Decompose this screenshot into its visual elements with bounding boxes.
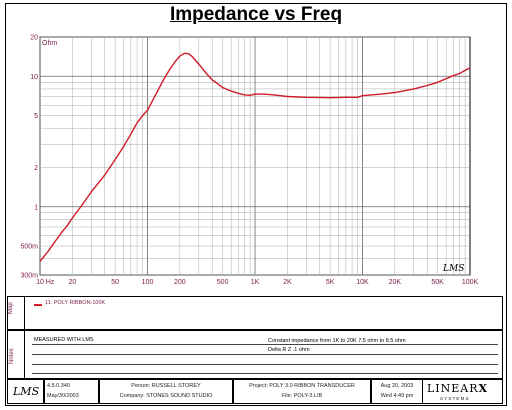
notes-line-1: Constant impedance from 1K to 20K 7.5 oh… <box>268 338 406 344</box>
footer-company: Company: STONES SOUND STUDIO <box>119 393 213 399</box>
x-tick-label: 20K <box>389 279 402 286</box>
y-axis-ticks: 20 10 5 2 1 500m 300m <box>20 35 38 280</box>
chart-title: Impedance vs Freq <box>169 4 343 25</box>
y-tick-label: 300m <box>20 273 38 280</box>
x-tick-label: 5K <box>326 279 335 286</box>
y-tick-label: 20 <box>30 35 38 42</box>
linear-logo-text: LINEAR <box>427 382 479 395</box>
x-tick-label: 100K <box>462 279 479 286</box>
footer-date: Aug 20, 2003 <box>380 383 414 389</box>
x-tick-label: 50K <box>431 279 444 286</box>
x-tick-label: 1K <box>251 279 260 286</box>
y-tick-label: 10 <box>30 74 38 81</box>
footer-version-cell <box>44 379 99 404</box>
notes-label-box <box>7 330 25 379</box>
x-tick-label: 2K <box>283 279 292 286</box>
map-label: Map <box>8 302 14 314</box>
linear-logo-systems: S Y S T E M S <box>440 396 469 401</box>
notes-line-2: Delta R Z .1 ohm <box>268 347 310 353</box>
x-tick-label: 200 <box>174 279 186 286</box>
notes-measured: MEASURED WITH LMS <box>34 337 94 343</box>
y-tick-label: 1 <box>34 204 38 211</box>
x-tick-label: Hz <box>46 279 55 286</box>
map-label-box <box>7 296 25 330</box>
y-tick-label: 2 <box>34 165 38 172</box>
x-tick-label: 50 <box>111 279 119 286</box>
plot-lms-mark: LMS <box>442 264 464 274</box>
linear-systems-logo: LINEARX <box>427 382 488 395</box>
x-tick-label: 10 <box>36 279 44 286</box>
footer-file: File: POLY-3.LIB <box>281 393 323 399</box>
footer-project: Project: POLY 3.0 RIBBON TRANSDUCER <box>249 383 355 389</box>
footer-person: Person: RUSSELL STOREY <box>131 383 201 389</box>
linear-logo-x: X <box>478 382 489 395</box>
footer-project-cell <box>233 379 371 404</box>
x-tick-label: 100 <box>142 279 154 286</box>
notes-rule-2 <box>32 354 498 355</box>
y-tick-label: 5 <box>34 113 38 120</box>
lms-logo: LMS <box>13 385 40 398</box>
footer-logo-cell <box>7 379 44 404</box>
notes-rule-1 <box>32 344 498 345</box>
x-tick-label: 10K <box>356 279 369 286</box>
map-legend-entry: 11: POLY RIBBON-100K <box>45 300 106 306</box>
notes-rule-3 <box>32 364 498 365</box>
footer-time: Wed 4:49 pm <box>380 393 414 399</box>
x-axis-ticks: 10 Hz 20 50 100 200 500 1K 2K 5K 10K 20K 50K 100K <box>36 279 478 286</box>
grid <box>39 36 470 276</box>
impedance-line <box>39 52 471 263</box>
notes-rule-4 <box>32 373 498 374</box>
map-legend-swatch <box>34 304 42 306</box>
y-tick-label: 500m <box>20 244 38 251</box>
x-tick-label: 500 <box>217 279 229 286</box>
y-axis-unit: Ohm <box>42 40 57 47</box>
series-group <box>39 52 471 263</box>
footer-person-cell <box>99 379 233 404</box>
footer-date-cell <box>371 379 423 404</box>
footer-version-date: May/30/2003 <box>47 393 79 399</box>
notes-label: Notes <box>9 348 15 364</box>
footer-version: 4.5.0.340 <box>47 383 70 389</box>
x-tick-label: 20 <box>68 279 76 286</box>
